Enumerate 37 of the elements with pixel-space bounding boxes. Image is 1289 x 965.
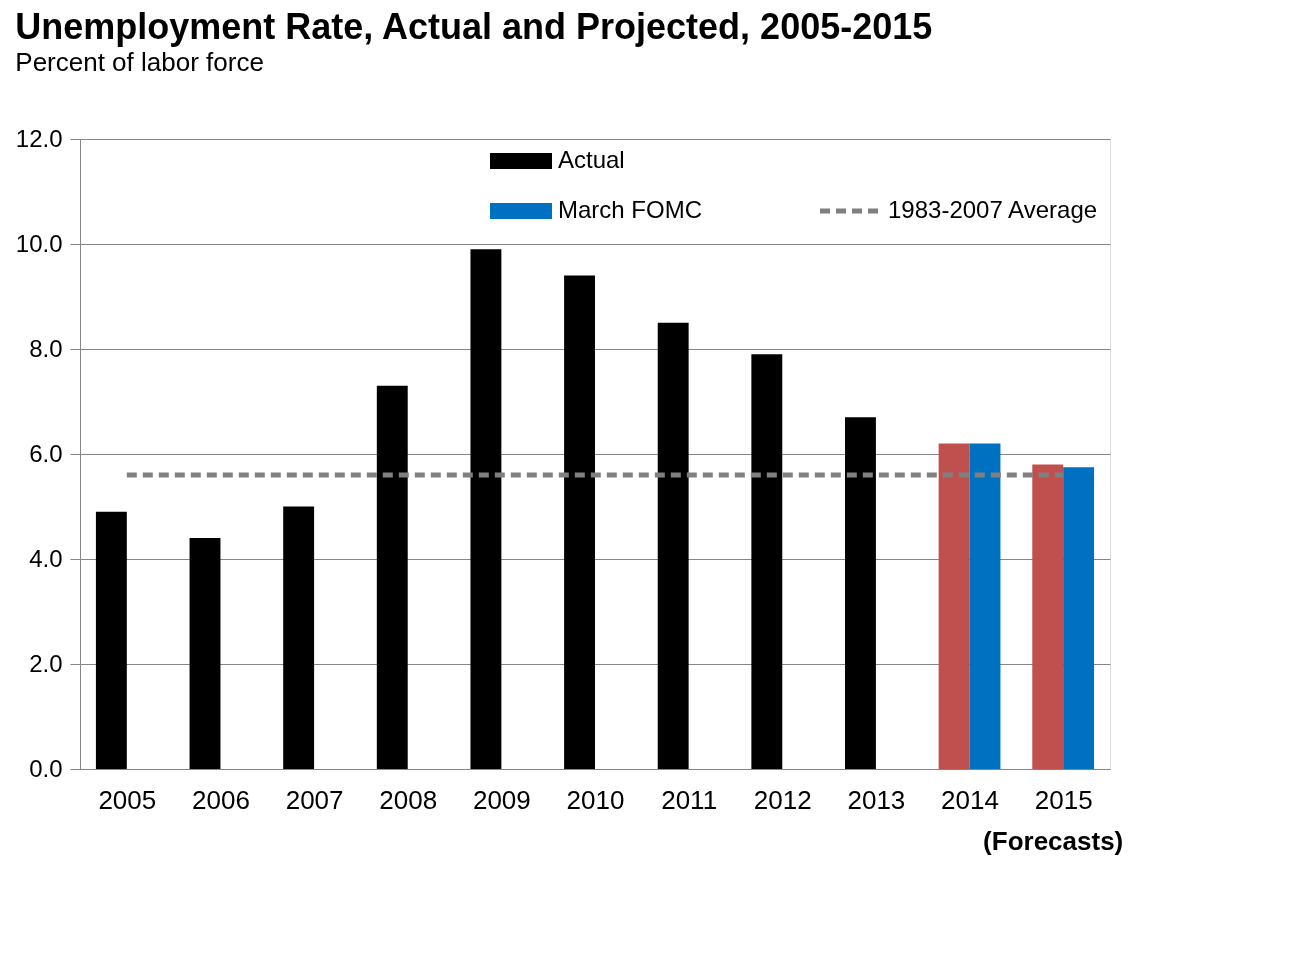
bar xyxy=(376,385,408,769)
bar xyxy=(283,506,315,769)
bar xyxy=(845,417,876,769)
bar xyxy=(1063,467,1095,769)
bar xyxy=(1032,464,1064,769)
y-tick-label: 2.0 xyxy=(29,649,63,677)
y-tick-label: 10.0 xyxy=(15,229,63,257)
x-tick-label: 2011 xyxy=(661,784,718,815)
x-tick-label: 2014 xyxy=(941,784,999,815)
x-tick-label: 2005 xyxy=(98,784,157,815)
y-tick-label: 6.0 xyxy=(29,439,63,467)
bar xyxy=(95,511,127,769)
y-tick-label: 12.0 xyxy=(15,124,63,152)
bar xyxy=(657,322,689,769)
x-tick-label: 2013 xyxy=(847,784,906,815)
legend-label: Actual xyxy=(558,146,625,173)
x-tick-label: 2007 xyxy=(285,784,344,815)
y-tick-label: 8.0 xyxy=(29,334,63,362)
x-tick-label: 2015 xyxy=(1034,784,1093,815)
chart-title: Unemployment Rate, Actual and Projected, 2005-2015 xyxy=(15,6,933,47)
x-tick-label: 2012 xyxy=(753,784,812,815)
legend-label: March FOMC xyxy=(558,196,702,223)
bar xyxy=(470,249,502,769)
x-tick-label: 2009 xyxy=(472,784,531,815)
x-tick-label: 2006 xyxy=(192,784,250,815)
bar xyxy=(969,443,1001,769)
bar xyxy=(938,443,970,769)
bar xyxy=(564,275,595,769)
text: (Forecasts) xyxy=(983,826,1124,856)
bar xyxy=(189,538,221,769)
x-tick-label: 2008 xyxy=(379,784,438,815)
y-tick-label: 0.0 xyxy=(29,754,63,782)
y-tick-label: 4.0 xyxy=(29,544,63,572)
legend-label: 1983-2007 Average xyxy=(888,196,1098,223)
chart-subtitle: Percent of labor force xyxy=(15,47,264,77)
x-tick-label: 2010 xyxy=(566,784,625,815)
bar xyxy=(751,354,783,769)
